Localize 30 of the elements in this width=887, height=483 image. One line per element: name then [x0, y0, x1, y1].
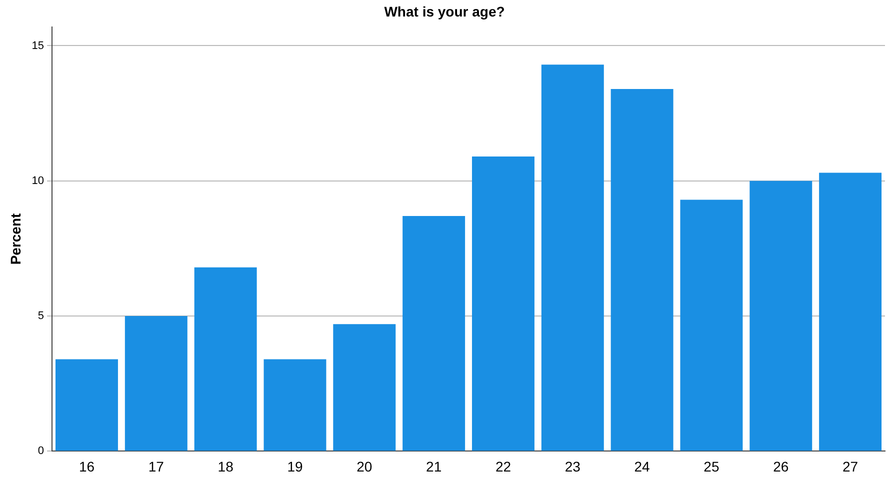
x-tick-label: 20	[356, 458, 372, 474]
bar	[680, 200, 743, 451]
x-tick-label: 18	[218, 458, 234, 474]
x-tick-label: 26	[773, 458, 789, 474]
bar	[819, 172, 882, 451]
bar	[402, 216, 466, 451]
x-tick-label: 22	[495, 458, 512, 474]
bar	[194, 267, 257, 451]
y-tick-label: 5	[38, 310, 44, 322]
y-tick-label: 15	[32, 40, 44, 52]
x-tick-label: 19	[287, 458, 303, 474]
bar	[472, 156, 534, 451]
bar	[56, 359, 118, 451]
bar	[610, 88, 674, 451]
x-tick-label: 25	[704, 458, 720, 474]
x-tick-label: 24	[634, 458, 650, 474]
y-tick-label: 0	[38, 445, 44, 458]
bar	[750, 180, 812, 451]
x-tick-label: 23	[564, 458, 581, 474]
bar	[264, 359, 326, 451]
x-tick-label: 16	[78, 458, 95, 474]
x-tick-label: 17	[148, 458, 164, 474]
bar	[541, 64, 604, 451]
y-axis-title: Percent	[7, 212, 24, 265]
chart-title: What is your age?	[384, 3, 505, 20]
x-tick-label: 21	[426, 458, 442, 474]
bar	[333, 324, 396, 451]
x-tick-label: 27	[842, 458, 858, 474]
y-tick-label: 10	[32, 174, 44, 187]
bar	[124, 316, 188, 451]
